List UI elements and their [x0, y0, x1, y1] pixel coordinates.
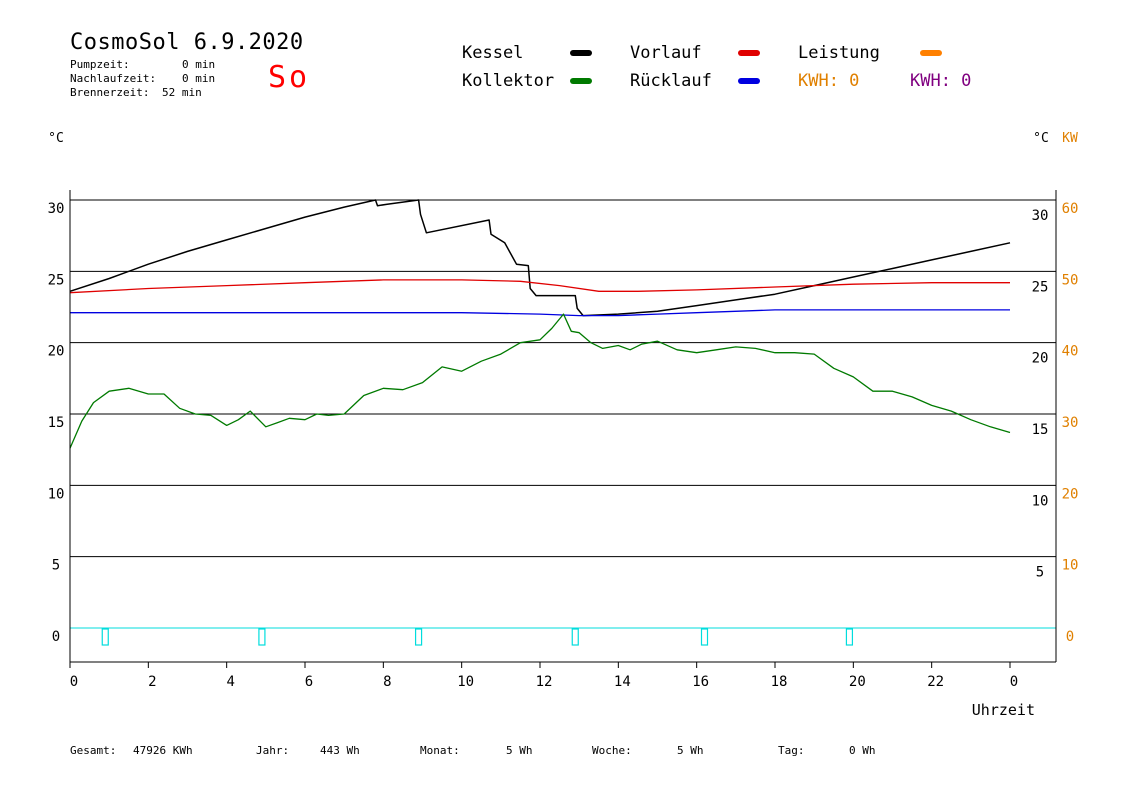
- x-tick-label: 6: [305, 674, 313, 690]
- pump-marker: [101, 628, 109, 646]
- y-left-tick-label: 30: [48, 201, 65, 217]
- brennerzeit-value: 52 min: [162, 86, 202, 99]
- x-tick-label: 14: [614, 674, 631, 690]
- pump-marker: [571, 628, 579, 646]
- y-left-tick-label: 20: [48, 344, 65, 360]
- y-left-tick-label: 15: [48, 415, 65, 431]
- tag-label: Tag:: [778, 744, 805, 757]
- x-tick-label: 2: [148, 674, 156, 690]
- y-right-kw-tick-label: 30: [1062, 415, 1079, 431]
- nachlaufzeit-value: 0 min: [182, 72, 216, 85]
- x-tick-label: 22: [927, 674, 944, 690]
- day-indicator: So: [268, 60, 311, 95]
- jahr-value: 443 Wh: [320, 744, 360, 757]
- legend-vorlauf: Vorlauf: [630, 43, 702, 63]
- y-right-kw-tick-label: 0: [1066, 629, 1074, 645]
- y-right-unit: °C: [1033, 131, 1049, 146]
- y-left-tick-label: 5: [52, 558, 60, 574]
- x-tick-label: 8: [383, 674, 391, 690]
- legend-kessel: Kessel: [462, 43, 524, 63]
- x-tick-label: 16: [692, 674, 709, 690]
- y-right-kw-tick-label: 20: [1062, 486, 1079, 502]
- y-left-unit: °C: [48, 131, 64, 146]
- legend-kessel-swatch: [570, 50, 592, 56]
- series-line-vorlauf: [69, 279, 1010, 294]
- legend-ruecklauf: Rücklauf: [630, 71, 712, 91]
- pump-marker: [845, 628, 854, 646]
- monat-value: 5 Wh: [506, 744, 533, 757]
- pumpzeit-label: Pumpzeit:: [70, 58, 130, 71]
- x-axis-label: Uhrzeit: [972, 701, 1035, 719]
- legend-leistung-swatch: [920, 50, 942, 56]
- legend-leistung: Leistung: [798, 43, 880, 63]
- series-line-kollektor: [69, 313, 1011, 449]
- legend-vorlauf-swatch: [738, 50, 760, 56]
- x-tick-label: 18: [771, 674, 788, 690]
- pump-marker: [700, 628, 709, 646]
- y-right-tick-label: 30: [1032, 208, 1049, 224]
- x-tick-label: 0: [70, 674, 78, 690]
- tick-labels: 0 2 4 6 8 10 12 14 16 18 20 22 0 Uhrzeit 0 5 10 15 20 25 30 5…: [48, 131, 1079, 719]
- y-right-tick-label: 15: [1032, 422, 1049, 438]
- x-tick-label: 20: [849, 674, 866, 690]
- legend-kollektor: Kollektor: [462, 71, 555, 91]
- y-right-kw-tick-label: 50: [1062, 272, 1079, 288]
- nachlaufzeit-label: Nachlaufzeit:: [70, 72, 157, 85]
- y-right-unit-kw: KW: [1062, 131, 1078, 146]
- grid-lines: [70, 199, 1056, 629]
- y-left-tick-label: 0: [52, 629, 60, 645]
- legend-kwh-total: KWH: 0: [910, 71, 972, 91]
- axes: [69, 190, 1057, 668]
- pump-marker: [258, 628, 266, 646]
- y-left-tick-label: 25: [48, 272, 65, 288]
- y-right-tick-label: 5: [1036, 565, 1044, 581]
- x-tick-label: 4: [226, 674, 234, 690]
- series-line-ruecklauf: [70, 309, 1010, 317]
- x-tick-label: 0: [1010, 674, 1018, 690]
- chart-title: CosmoSol 6.9.2020: [70, 30, 304, 55]
- x-tick-label: 10: [457, 674, 474, 690]
- woche-value: 5 Wh: [677, 744, 704, 757]
- x-tick-label: 12: [536, 674, 553, 690]
- legend-ruecklauf-swatch: [738, 78, 760, 84]
- gesamt-label: Gesamt:: [70, 744, 117, 757]
- temperature-chart: 0 2 4 6 8 10 12 14 16 18 20 22 0 Uhrzeit 0 5 10 15 20 25 30 5…: [48, 131, 1079, 719]
- jahr-label: Jahr:: [256, 744, 290, 757]
- series-lines: [69, 199, 1011, 449]
- gesamt-value: 47926 KWh: [133, 744, 193, 757]
- y-right-tick-label: 20: [1032, 351, 1049, 367]
- woche-label: Woche:: [592, 744, 632, 757]
- pumpzeit-value: 0 min: [182, 58, 216, 71]
- series-line-kessel: [69, 199, 1011, 317]
- y-right-kw-tick-label: 60: [1062, 201, 1079, 217]
- pump-markers: [101, 628, 854, 646]
- tag-value: 0 Wh: [849, 744, 876, 757]
- y-right-tick-label: 25: [1032, 279, 1049, 295]
- y-right-kw-tick-label: 10: [1062, 558, 1079, 574]
- monat-label: Monat:: [420, 744, 460, 757]
- y-left-tick-label: 10: [48, 486, 65, 502]
- legend-kwh-leistung: KWH: 0: [798, 71, 860, 91]
- y-right-tick-label: 10: [1032, 493, 1049, 509]
- legend-kollektor-swatch: [570, 78, 592, 84]
- pump-marker: [414, 628, 423, 646]
- y-right-kw-tick-label: 40: [1062, 344, 1079, 360]
- brennerzeit-label: Brennerzeit:: [70, 86, 150, 99]
